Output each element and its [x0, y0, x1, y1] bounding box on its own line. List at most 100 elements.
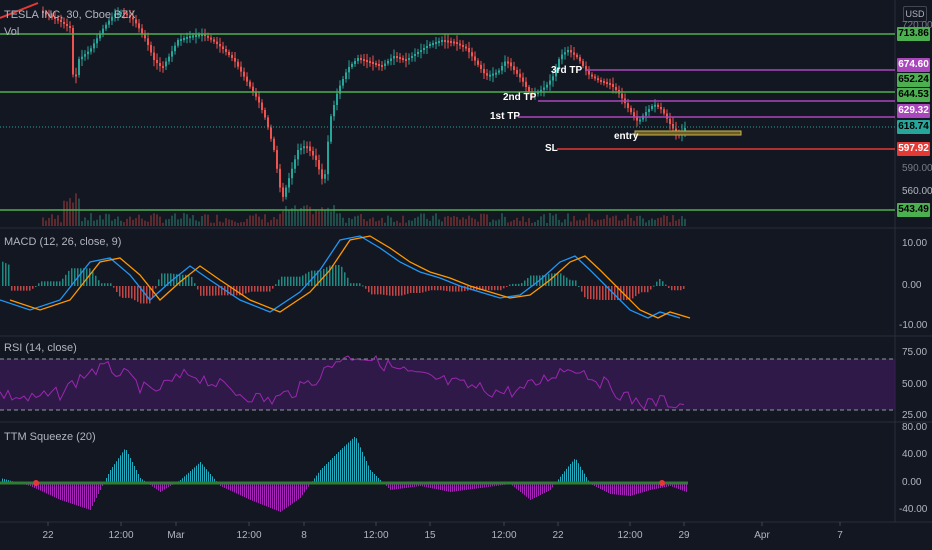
ttm-title[interactable]: TTM Squeeze (20) [4, 431, 96, 443]
ttm-histogram-bar [640, 483, 641, 493]
volume-bar [405, 222, 407, 226]
volume-bar [168, 219, 170, 226]
ttm-histogram-bar [58, 483, 59, 500]
candle-body [537, 92, 539, 94]
volume-bar [81, 221, 83, 226]
macd-histogram-bar [320, 270, 322, 286]
macd-title[interactable]: MACD (12, 26, close, 9) [4, 236, 122, 248]
volume-bar [615, 215, 617, 226]
ttm-histogram-bar [568, 466, 569, 483]
candle-body [57, 18, 59, 21]
ttm-histogram-bar [464, 483, 465, 491]
volume-bar [606, 214, 608, 226]
volume-bar [114, 218, 116, 226]
macd-histogram-bar [488, 286, 490, 291]
volume-bar [537, 219, 539, 226]
volume-bar [162, 222, 164, 226]
volume-bar [177, 219, 179, 226]
candle-body [48, 14, 50, 16]
tp1-annotation[interactable]: 1st TP [490, 111, 521, 122]
ttm-histogram-bar [274, 483, 275, 510]
volume-bar [276, 219, 278, 226]
candle-body [468, 48, 470, 53]
candle-body [525, 81, 527, 87]
ttm-histogram-bar [528, 483, 529, 499]
ttm-histogram-bar [4, 479, 5, 483]
volume-bar [234, 221, 236, 226]
entry-zone[interactable] [634, 130, 742, 136]
macd-histogram-bar [629, 286, 631, 300]
symbol-title[interactable]: TESLA INC, 30, Cboe BZX [4, 9, 136, 21]
volume-bar [315, 209, 317, 226]
candle-body [63, 22, 65, 24]
volume-bar [318, 211, 320, 226]
ttm-histogram-bar [630, 483, 631, 496]
ttm-histogram-bar [96, 483, 97, 498]
macd-histogram-bar [605, 286, 607, 300]
candle-body [384, 63, 386, 66]
macd-histogram-bar [473, 286, 475, 291]
macd-histogram-bar [404, 286, 406, 295]
tp3-annotation[interactable]: 3rd TP [551, 65, 583, 76]
ttm-histogram-bar [354, 436, 355, 483]
volume-bar [90, 213, 92, 226]
macd-histogram-bar [680, 286, 682, 291]
candle-body [378, 64, 380, 66]
ttm-histogram-bar [578, 463, 579, 483]
ttm-histogram-bar [558, 479, 559, 483]
macd-histogram-bar [401, 286, 403, 296]
macd-histogram-bar [257, 286, 259, 292]
ttm-histogram-bar [60, 483, 61, 500]
macd-histogram-bar [659, 279, 661, 286]
volume-bar [561, 222, 563, 226]
ttm-histogram-bar [360, 447, 361, 483]
volume-bar [360, 213, 362, 226]
candle-body [87, 51, 89, 55]
macd-histogram-bar [368, 286, 370, 293]
price-label-644: 644.53 [897, 88, 930, 102]
trend-line[interactable] [0, 2, 39, 19]
macd-histogram-bar [533, 275, 535, 286]
macd-histogram-bar [161, 273, 163, 286]
macd-histogram-bar [8, 264, 10, 286]
candle-body [273, 138, 275, 150]
macd-histogram-bar [434, 286, 436, 291]
ttm-histogram-bar [426, 483, 427, 488]
candle-body [237, 61, 239, 67]
candle-body [204, 34, 206, 36]
volume-bar [684, 218, 686, 226]
ttm-histogram-bar [446, 483, 447, 492]
candle-body [282, 187, 284, 197]
candle-body [570, 50, 572, 53]
candle-body [396, 56, 398, 58]
macd-histogram-bar [41, 281, 43, 286]
ttm-histogram-bar [644, 483, 645, 492]
macd-histogram-bar [110, 283, 112, 286]
rsi-title[interactable]: RSI (14, close) [4, 342, 77, 354]
entry-annotation[interactable]: entry [614, 131, 639, 142]
volume-bar [462, 217, 464, 226]
macd-histogram-bar [578, 286, 580, 287]
currency-button[interactable]: USD [903, 6, 927, 22]
volume-bar [390, 217, 392, 226]
ttm-histogram-bar [392, 483, 393, 490]
volume-bar [339, 213, 341, 226]
tp2-annotation[interactable]: 2nd TP [503, 92, 537, 103]
candle-body [411, 56, 413, 58]
volume-bar [516, 217, 518, 226]
ttm-histogram-bar [158, 483, 159, 491]
volume-bar [441, 221, 443, 226]
macd-histogram-bar [479, 286, 481, 291]
macd-histogram-bar [155, 286, 157, 289]
sl-annotation[interactable]: SL [545, 143, 558, 154]
volume-bar [597, 219, 599, 226]
volume-bar [231, 220, 233, 226]
ttm-histogram-bar [438, 483, 439, 490]
volume-legend[interactable]: Vol [4, 26, 20, 38]
ttm-histogram-bar [300, 483, 301, 498]
ttm-histogram-bar [6, 479, 7, 483]
macd-histogram-bar [89, 268, 91, 286]
candle-body [165, 61, 167, 67]
candle-body [627, 103, 629, 108]
